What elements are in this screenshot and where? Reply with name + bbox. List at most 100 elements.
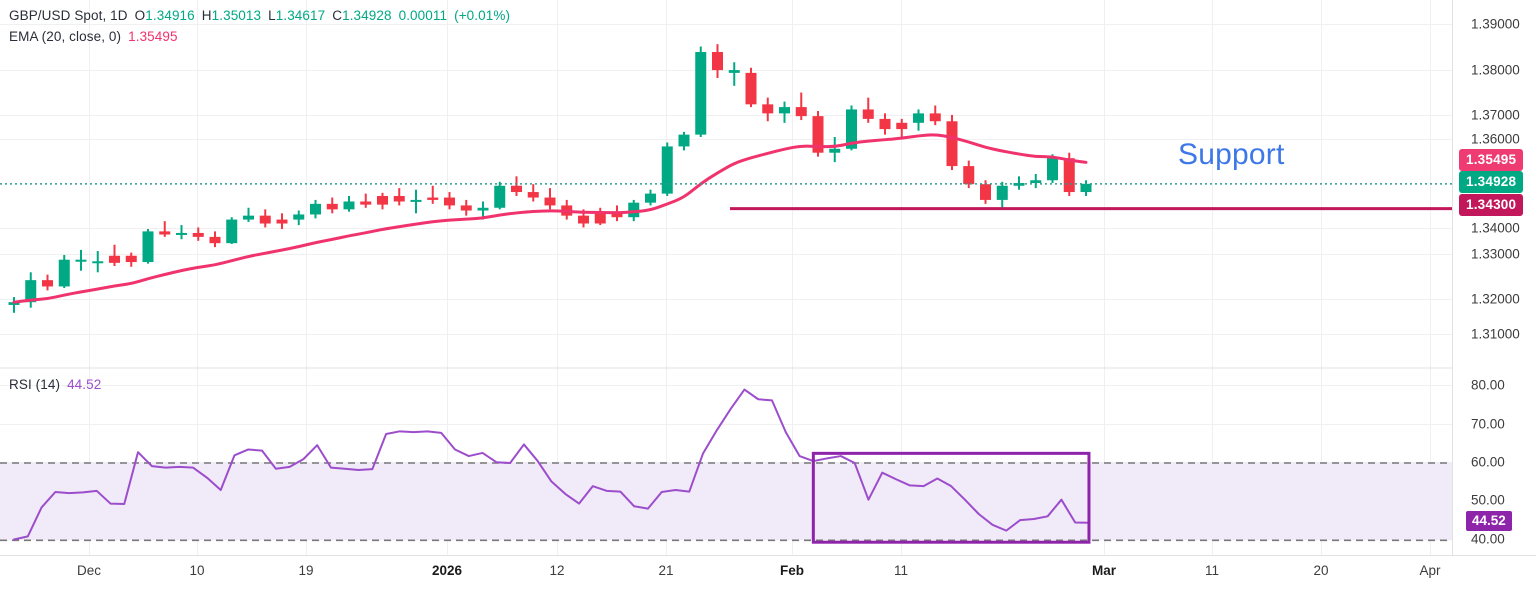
symbol-legend[interactable]: GBP/USD Spot, 1D O1.34916 H1.35013 L1.34617…	[9, 8, 510, 23]
rsi-highlight-box[interactable]	[811, 451, 1091, 544]
price-axis-tick: 1.33000	[1471, 246, 1520, 262]
candle-body	[75, 259, 87, 262]
time-axis-tick: 20	[1313, 563, 1329, 578]
candle-body	[276, 219, 288, 224]
candle-body	[812, 116, 824, 153]
price-axis-tick: 1.39000	[1471, 16, 1520, 32]
candle-body	[209, 236, 221, 244]
low-label: L	[268, 8, 276, 23]
candle-body	[829, 148, 841, 153]
candle-body	[192, 232, 204, 237]
candle-body	[410, 199, 422, 202]
candle-body	[444, 197, 455, 206]
price-axis-tick: 1.38000	[1471, 62, 1520, 78]
candle-body	[293, 214, 305, 220]
candle-body	[259, 215, 271, 224]
candle-body	[980, 184, 991, 200]
candle-body	[896, 122, 908, 130]
symbol-label: GBP/USD Spot, 1D	[9, 8, 128, 23]
time-axis-tick: 11	[893, 563, 909, 578]
rsi-axis-tick: 40.00	[1471, 531, 1505, 547]
last-price-badge: 1.34928	[1459, 171, 1524, 193]
candle-body	[862, 109, 874, 119]
high-value: 1.35013	[211, 8, 262, 23]
candle-body	[226, 219, 238, 244]
price-axis-tick: 1.36000	[1471, 131, 1520, 147]
time-axis-tick: 10	[189, 563, 205, 578]
rsi-legend[interactable]: RSI (14) 44.52	[9, 377, 101, 392]
candle-body	[25, 280, 37, 303]
rsi-value-badge: 44.52	[1466, 511, 1512, 531]
candle-body	[795, 107, 807, 117]
candle-body	[846, 109, 857, 149]
rsi-axis-tick: 70.00	[1471, 416, 1505, 432]
time-axis-tick: 19	[298, 563, 314, 578]
time-axis-tick: 21	[658, 563, 674, 578]
candle-body	[159, 231, 171, 235]
candle-body	[1080, 183, 1092, 193]
time-axis-tick: 12	[549, 563, 565, 578]
candle-body	[360, 201, 372, 205]
candle-body	[511, 185, 522, 193]
change-percent: (+0.01%)	[454, 8, 511, 23]
candle-body	[243, 215, 254, 220]
candle-body	[611, 211, 623, 218]
rsi-value: 44.52	[67, 377, 102, 392]
candle-body	[645, 193, 656, 203]
rsi-axis-tick: 80.00	[1471, 377, 1505, 393]
candle-body	[1030, 180, 1042, 183]
candle-body	[712, 52, 723, 71]
candle-body	[913, 113, 924, 123]
time-axis-tick: Apr	[1419, 563, 1441, 578]
price-panel	[0, 44, 1452, 313]
candle-body	[176, 232, 187, 235]
rsi-line	[13, 388, 1090, 541]
ema-label: EMA (20, close, 0)	[9, 29, 122, 44]
time-axis-tick: Feb	[779, 563, 805, 578]
candle-body	[762, 104, 774, 114]
candle-body	[929, 113, 941, 122]
rsi-axis-tick: 50.00	[1471, 492, 1505, 508]
support-annotation-text[interactable]: Support	[1178, 138, 1285, 171]
candle-body	[427, 197, 439, 200]
candle-body	[125, 255, 137, 263]
price-axis-tick: 1.37000	[1471, 107, 1520, 123]
ema-price-badge: 1.35495	[1459, 149, 1524, 171]
price-axis-tick: 1.34000	[1471, 220, 1520, 236]
candle-body	[142, 231, 154, 263]
rsi-band-fill	[0, 463, 1452, 541]
candle-body	[527, 192, 539, 198]
candle-body	[109, 255, 120, 263]
time-axis-tick: 2026	[431, 563, 463, 578]
candle-body	[310, 203, 321, 215]
low-value: 1.34617	[275, 8, 326, 23]
candle-body	[460, 205, 472, 211]
time-axis-tick: 11	[1204, 563, 1220, 578]
ema-line	[12, 133, 1088, 304]
candle-body	[1047, 158, 1058, 181]
candle-body	[661, 146, 673, 194]
rsi-panel	[0, 388, 1452, 544]
candle-body	[544, 197, 556, 206]
time-axis-tick: Mar	[1091, 563, 1117, 578]
high-label: H	[201, 8, 212, 23]
candle-body	[695, 52, 707, 135]
candle-body	[42, 280, 53, 287]
candle-body	[578, 215, 589, 224]
candle-body	[996, 185, 1008, 200]
candle-body	[779, 107, 790, 114]
ema-value: 1.35495	[128, 29, 178, 44]
price-axis-tick: 1.31000	[1471, 326, 1520, 342]
open-label: O	[134, 8, 146, 23]
candle-body	[477, 207, 489, 211]
candle-body	[1013, 183, 1025, 186]
candle-body	[628, 202, 640, 218]
candle-body	[594, 211, 606, 224]
candle-body	[678, 134, 690, 147]
ema-legend[interactable]: EMA (20, close, 0) 1.35495	[9, 29, 178, 44]
candle-body	[393, 195, 405, 202]
candle-body	[879, 118, 891, 130]
close-value: 1.34928	[342, 8, 392, 23]
